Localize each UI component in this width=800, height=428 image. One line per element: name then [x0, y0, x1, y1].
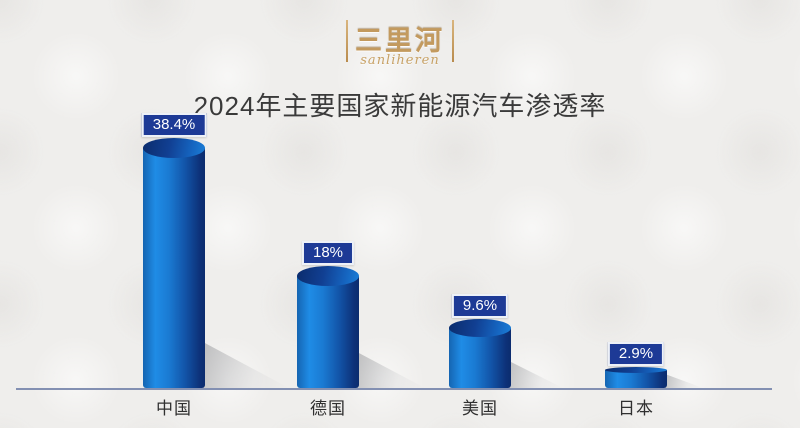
bar-cylinder-germany	[297, 266, 359, 388]
logo-row: 三里河	[346, 20, 454, 62]
value-label-china: 38.4%	[141, 113, 207, 137]
cylinder-body	[297, 276, 359, 388]
bar-shadow-china	[203, 342, 289, 388]
bar-shadow-germany	[357, 352, 425, 388]
cylinder-top-face	[143, 138, 205, 158]
logo: 三里河 sanliheren	[346, 20, 454, 68]
cylinder-top-face	[297, 266, 359, 286]
bar-cylinder-china	[143, 138, 205, 388]
cylinder-top-face	[449, 319, 511, 337]
cylinder-body	[449, 328, 511, 388]
bar-shadow-usa	[509, 361, 563, 388]
bar-shadow-japan	[665, 374, 703, 388]
cylinder-top-face	[605, 367, 667, 373]
value-label-japan: 2.9%	[607, 342, 665, 366]
category-label-japan: 日本	[618, 399, 654, 418]
category-label-usa: 美国	[462, 399, 498, 418]
logo-left-bar-icon	[346, 20, 348, 62]
logo-subbrand-text: sanliheren	[360, 53, 440, 68]
cylinder-body	[605, 370, 667, 388]
value-label-usa: 9.6%	[451, 294, 509, 318]
value-label-germany: 18%	[301, 241, 355, 265]
category-label-china: 中国	[156, 399, 192, 418]
x-axis-line	[16, 388, 772, 390]
chart-title: 2024年主要国家新能源汽车渗透率	[193, 91, 607, 121]
logo-right-bar-icon	[452, 20, 454, 62]
cylinder-body	[143, 148, 205, 388]
bar-cylinder-japan	[605, 367, 667, 388]
bar-cylinder-usa	[449, 319, 511, 388]
category-label-germany: 德国	[310, 399, 346, 418]
logo-brand-text: 三里河	[355, 26, 445, 56]
